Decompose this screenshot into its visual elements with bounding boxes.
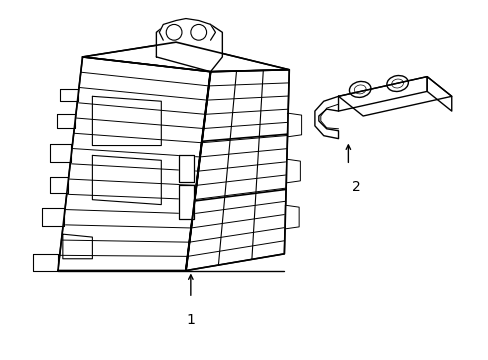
Polygon shape	[156, 21, 222, 72]
Text: 1: 1	[186, 313, 195, 327]
Polygon shape	[179, 156, 193, 182]
Polygon shape	[82, 42, 289, 72]
Polygon shape	[286, 159, 300, 183]
Polygon shape	[50, 144, 71, 162]
Polygon shape	[287, 113, 301, 137]
Polygon shape	[159, 18, 215, 40]
Polygon shape	[50, 177, 68, 193]
Polygon shape	[338, 77, 426, 111]
Text: 2: 2	[351, 180, 360, 194]
Polygon shape	[314, 96, 338, 139]
Polygon shape	[42, 208, 64, 226]
Polygon shape	[60, 90, 78, 101]
Polygon shape	[58, 57, 210, 271]
Polygon shape	[285, 205, 299, 229]
Polygon shape	[426, 77, 451, 111]
Polygon shape	[33, 254, 58, 271]
Polygon shape	[338, 77, 451, 116]
Polygon shape	[179, 185, 193, 219]
Polygon shape	[57, 114, 75, 128]
Polygon shape	[185, 70, 289, 271]
